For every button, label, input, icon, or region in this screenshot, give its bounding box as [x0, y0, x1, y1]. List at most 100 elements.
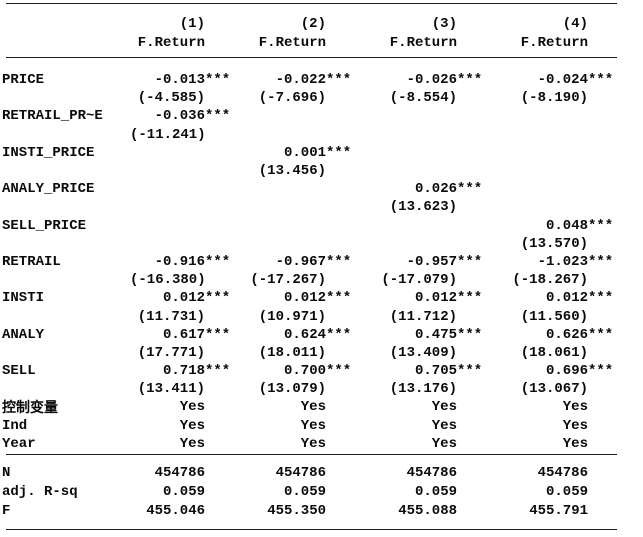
tstat-col4-value: (13.570) [520, 235, 588, 252]
coef-col3: 0.705 *** [351, 363, 482, 379]
tstat-col3: (-8.554) [351, 90, 482, 106]
coef-col2: Yes [230, 399, 351, 415]
coef-col1: Yes [130, 399, 230, 415]
tstat-col1-value: (-16.380) [130, 272, 206, 289]
coef-col4-value: 0.696 [545, 363, 588, 380]
tstat-col1: (17.771) [130, 345, 230, 361]
significance-stars: *** [205, 290, 231, 307]
model-number-col2-value: (2) [300, 15, 326, 32]
significance-stars: *** [326, 326, 352, 343]
coef-col2: -0.967 *** [230, 253, 352, 270]
model-number-col3: (3) [351, 16, 482, 32]
coef-col1: 0.617 *** [130, 327, 230, 343]
significance-stars: *** [457, 363, 483, 380]
dep-var-col1: F.Return [130, 35, 230, 51]
tstat-col2: (10.971) [230, 309, 351, 325]
tstat-row: (-11.241) [0, 126, 613, 144]
coefficient-row: INSTI_PRICE 0.001 *** [0, 144, 613, 162]
stat-col2: 455.350 [230, 503, 351, 519]
stat-col2: 0.059 [230, 484, 351, 500]
tstat-row: (13.456) [0, 162, 613, 180]
tstat-col2: (13.079) [230, 381, 351, 397]
row-label: ANALY_PRICE [2, 181, 95, 198]
tstat-col2: (18.011) [230, 345, 351, 361]
tstat-col4: (13.570) [482, 236, 613, 252]
stat-col4-value: 0.059 [545, 484, 588, 501]
model-number-col4-value: (4) [562, 15, 588, 32]
coef-col3-value: -0.026 [406, 72, 457, 89]
tstat-col1: (11.731) [130, 309, 230, 325]
table-rule-top [6, 3, 617, 4]
tstat-col1-value: (13.411) [137, 381, 205, 398]
tstat-row: (-4.585) (-7.696) (-8.554) (-8.190) [0, 89, 613, 107]
tstat-row: (11.731) (10.971) (11.712) (11.560) [0, 307, 613, 325]
coefficient-row: PRICE -0.013 *** -0.022 *** -0.026 *** -0.024 **… [0, 71, 613, 89]
coef-col2: 0.700 *** [230, 363, 351, 379]
tstat-col3: (13.409) [351, 345, 482, 361]
coef-col1: 0.012 *** [130, 290, 230, 306]
tstat-col4: (13.067) [482, 381, 613, 397]
tstat-col2: (-7.696) [230, 90, 351, 106]
coef-col1-value: Yes [179, 399, 205, 416]
coefficient-row: SELL_PRICE 0.048 *** [0, 217, 613, 235]
coef-col2-value: 0.001 [283, 144, 326, 161]
stat-col1-value: 0.059 [162, 484, 205, 501]
tstat-col4: (18.061) [482, 345, 613, 361]
model-number-col4: (4) [482, 16, 613, 32]
coefficient-row: RETRAIL_PR~E -0.036 *** [0, 107, 613, 125]
coef-col4: 0.626 *** [482, 327, 613, 343]
stat-col2: 454786 [230, 465, 351, 481]
significance-stars: *** [205, 72, 231, 89]
stat-col3-value: 454786 [406, 464, 457, 481]
coef-col1-value: 0.718 [162, 363, 205, 380]
stat-col1: 455.046 [130, 503, 230, 519]
significance-stars: *** [326, 253, 352, 270]
stat-col2-value: 454786 [275, 464, 326, 481]
tstat-col3: (13.176) [351, 381, 482, 397]
significance-stars: *** [457, 181, 483, 198]
row-label: SELL_PRICE [2, 217, 87, 234]
row-label: N [2, 464, 11, 481]
model-number-row: (1) (2) (3) (4) [0, 14, 613, 33]
tstat-row: (13.623) [0, 198, 613, 216]
coef-col3: -0.026 *** [351, 72, 483, 89]
tstat-col1: (-4.585) [130, 90, 230, 106]
coef-col1-value: 0.012 [162, 290, 205, 307]
model-number-col3-value: (3) [431, 15, 457, 32]
tstat-col4-value: (-8.190) [520, 90, 588, 107]
coef-col1-value: -0.916 [154, 253, 205, 270]
coef-col1-value: 0.617 [162, 326, 205, 343]
model-number-col1-value: (1) [179, 15, 205, 32]
coef-col1: -0.013 *** [130, 72, 231, 89]
tstat-col2-value: (10.971) [258, 308, 326, 325]
coef-col2-value: 0.700 [283, 363, 326, 380]
row-label: PRICE [2, 72, 45, 89]
coef-col1: -0.916 *** [130, 253, 231, 270]
row-label: RETRAIL_PR~E [2, 108, 103, 125]
coef-col1-value: Yes [179, 417, 205, 434]
coef-col3-value: 0.012 [414, 290, 457, 307]
tstat-col2-value: (-7.696) [258, 90, 326, 107]
tstat-col3-value: (-8.554) [389, 90, 457, 107]
significance-stars: *** [457, 253, 483, 270]
model-number-col2: (2) [230, 16, 351, 32]
coef-col1: Yes [130, 436, 230, 452]
stat-col2-value: 455.350 [267, 503, 326, 520]
coef-col1: -0.036 *** [130, 108, 231, 125]
significance-stars: *** [326, 290, 352, 307]
significance-stars: *** [205, 253, 231, 270]
tstat-col1: (13.411) [130, 381, 230, 397]
coef-col2: 0.001 *** [230, 145, 351, 161]
tstat-col3-value: (-17.079) [381, 272, 457, 289]
coef-col4: -1.023 *** [482, 254, 614, 270]
significance-stars: *** [588, 72, 614, 89]
coef-col1-value: -0.036 [154, 108, 205, 125]
coef-col1-value: -0.013 [154, 72, 205, 89]
stat-col3-value: 455.088 [398, 503, 457, 520]
tstat-col1: (-11.241) [130, 127, 230, 143]
coef-col1: Yes [130, 418, 230, 434]
row-label: INSTI [2, 290, 45, 307]
stat-col1: 0.059 [130, 484, 230, 500]
significance-stars: *** [457, 72, 483, 89]
tstat-col2: (-17.267) [230, 272, 351, 288]
